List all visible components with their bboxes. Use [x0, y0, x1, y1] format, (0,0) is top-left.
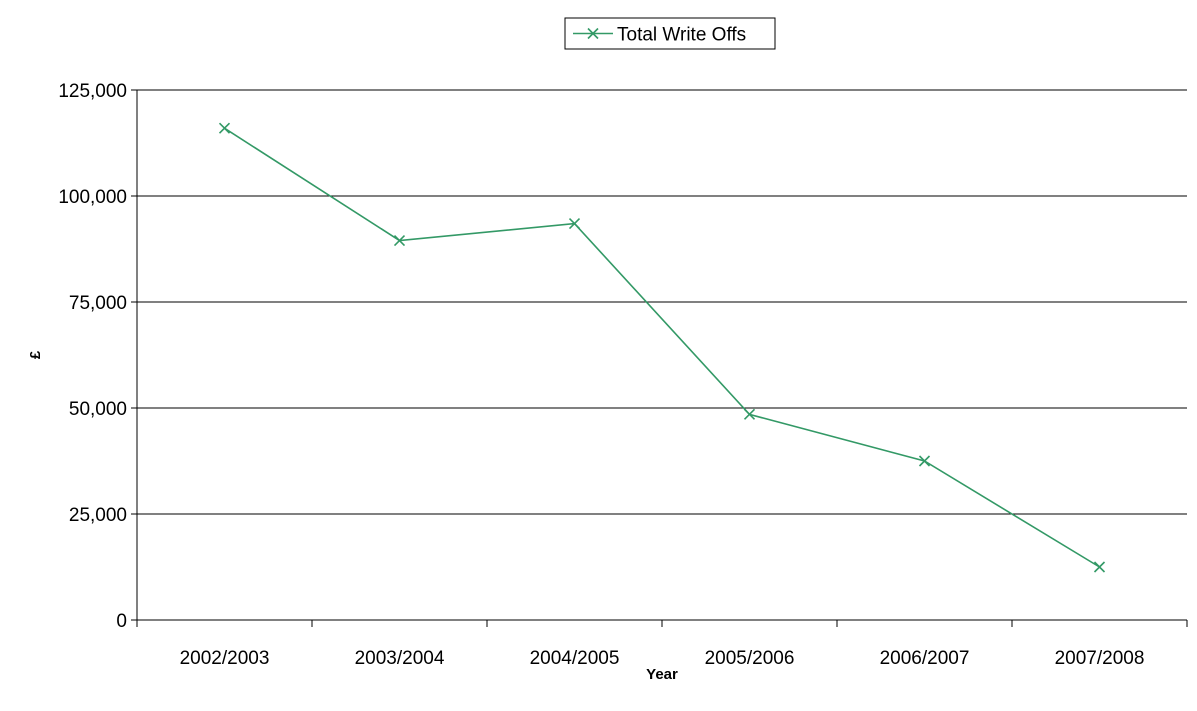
- y-tick-label: 50,000: [69, 399, 127, 420]
- x-tick-label: 2003/2004: [355, 648, 445, 669]
- series-layer: [218, 122, 1106, 573]
- x-tick-label: 2005/2006: [705, 648, 795, 669]
- data-point-marker: [218, 122, 231, 134]
- x-tick-label: 2006/2007: [880, 648, 970, 669]
- y-tick-label: 25,000: [69, 505, 127, 526]
- marker-stroke: [393, 234, 406, 247]
- data-point-marker: [743, 408, 756, 420]
- marker-stroke: [218, 122, 231, 134]
- marker-stroke: [743, 408, 756, 420]
- x-axis-title: Year: [646, 666, 678, 683]
- y-tick-label: 100,000: [58, 187, 127, 208]
- data-point-marker: [1093, 561, 1106, 573]
- data-point-marker: [918, 455, 931, 467]
- data-point-marker: [568, 217, 581, 230]
- series-line: [224, 127, 1100, 568]
- axes: 0 25,000 50,000 75,000 100,000 125,000 2002/20…: [58, 81, 1188, 669]
- marker-stroke: [587, 27, 599, 40]
- legend: Total Write Offs: [564, 17, 776, 50]
- y-tick-label: 75,000: [69, 293, 127, 314]
- y-tick-label: 0: [116, 611, 127, 632]
- marker-stroke: [1093, 561, 1106, 573]
- x-tick-label: 2002/2003: [180, 648, 270, 669]
- y-axis-title: £: [27, 350, 44, 359]
- x-tick-label: 2007/2008: [1055, 648, 1145, 669]
- x-tick-label: 2004/2005: [530, 648, 620, 669]
- legend-series-label: Total Write Offs: [617, 25, 746, 46]
- y-tick-label: 125,000: [58, 81, 127, 102]
- marker-stroke: [568, 217, 581, 230]
- gridlines: [137, 89, 1187, 515]
- marker-stroke: [918, 455, 931, 467]
- legend-series-marker: [587, 27, 599, 40]
- data-point-marker: [393, 234, 406, 247]
